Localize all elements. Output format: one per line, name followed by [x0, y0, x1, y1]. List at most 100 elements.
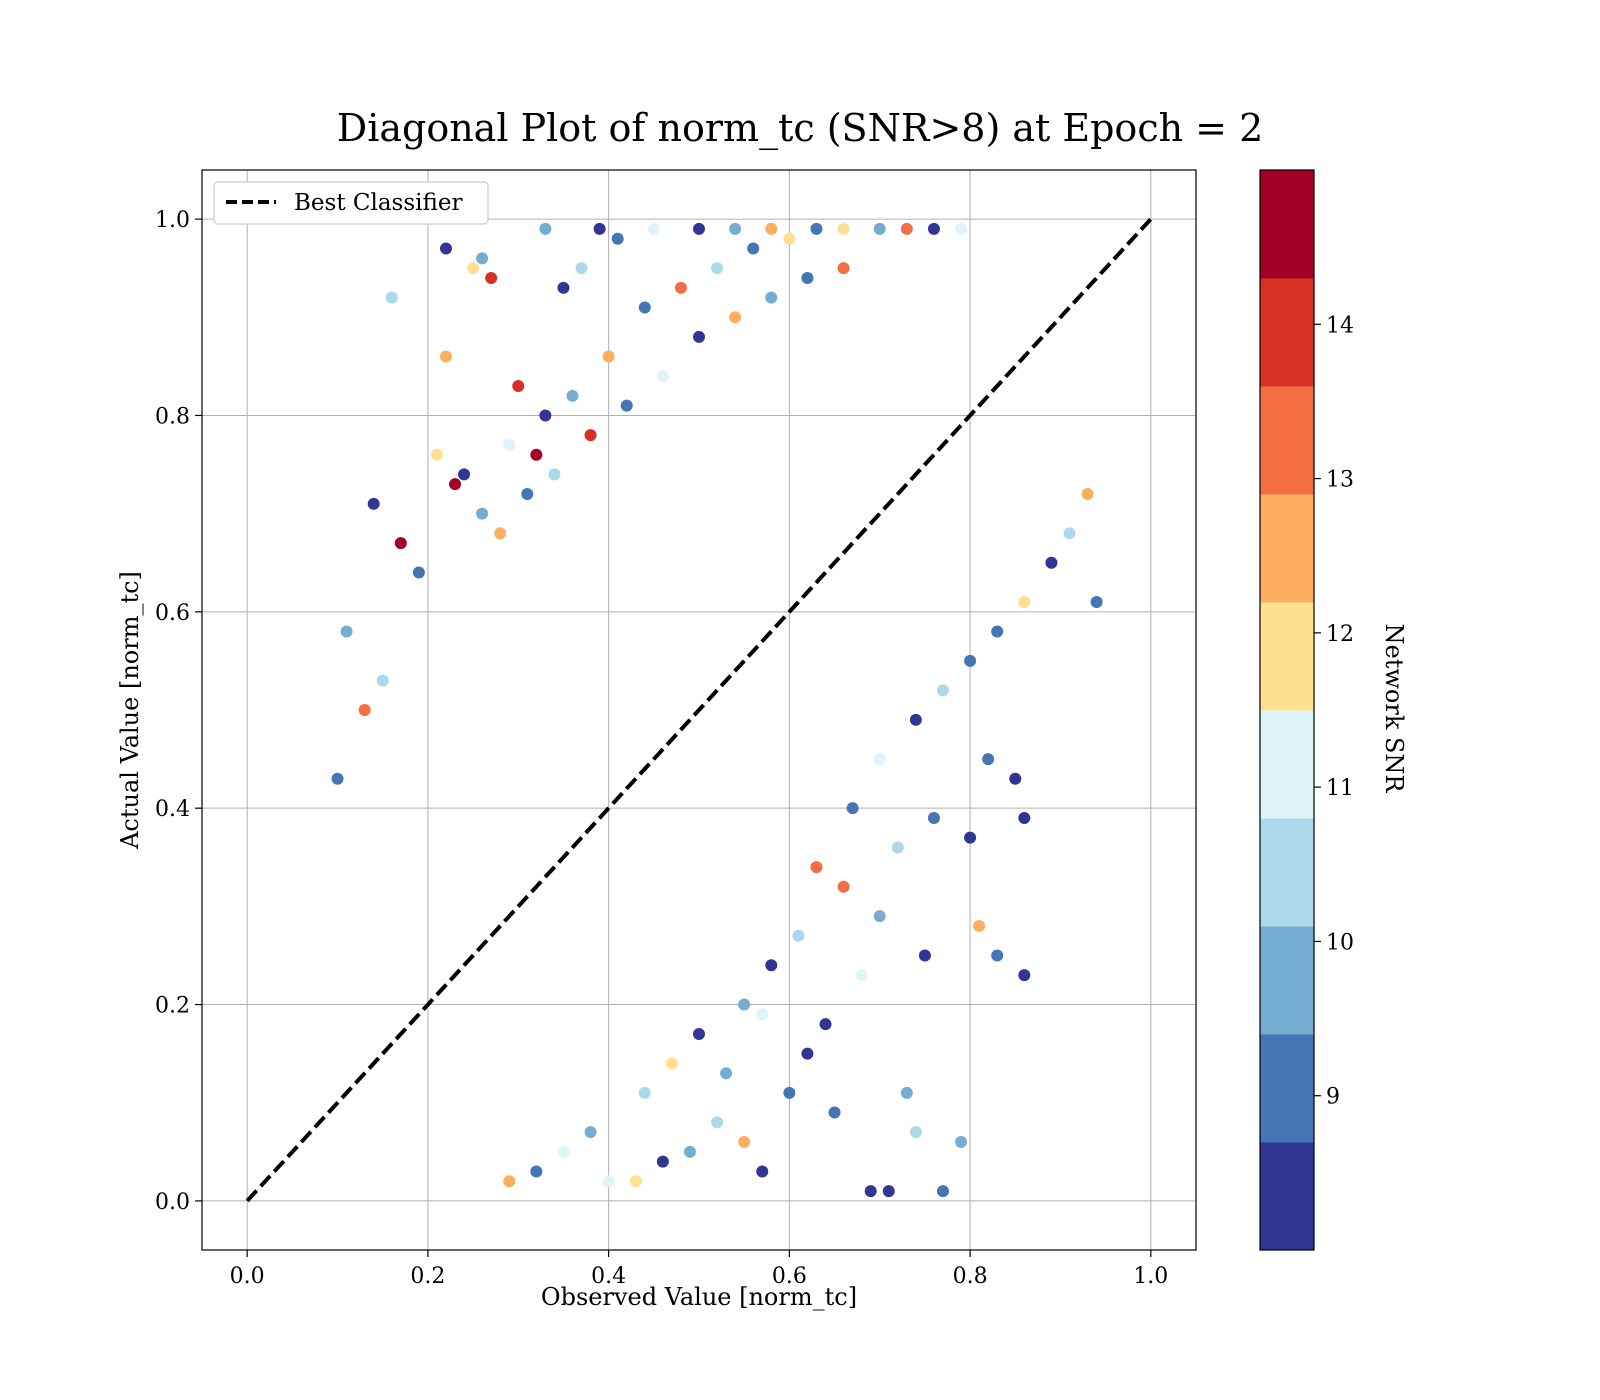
y-tick-label: 0.4 — [155, 797, 190, 822]
y-tick-label: 0.6 — [155, 601, 190, 626]
data-point — [991, 625, 1004, 638]
data-point — [412, 566, 425, 579]
data-point — [873, 910, 886, 923]
data-point — [476, 507, 489, 520]
data-point — [367, 497, 380, 510]
data-point — [927, 222, 940, 235]
data-point — [521, 488, 534, 500]
data-point — [458, 468, 471, 481]
data-point — [720, 1067, 733, 1080]
x-tick-label: 0.8 — [953, 1264, 988, 1289]
data-point — [467, 262, 480, 275]
colorbar-tick-label: 13 — [1326, 468, 1354, 493]
x-axis-ticks: 0.0 0.2 0.4 0.6 0.8 1.0 — [230, 1250, 1168, 1289]
data-point — [584, 429, 597, 442]
data-point — [602, 350, 615, 363]
y-tick-label: 0.2 — [155, 994, 190, 1019]
data-point — [503, 438, 516, 451]
data-point — [991, 949, 1004, 962]
data-point — [494, 527, 507, 540]
data-point — [765, 222, 778, 235]
data-point — [765, 291, 778, 304]
chart-title: Diagonal Plot of norm_tc (SNR>8) at Epoc… — [337, 106, 1264, 151]
data-point — [765, 959, 778, 972]
data-point — [1090, 596, 1103, 608]
data-point — [819, 1018, 832, 1031]
best-classifier-line — [245, 217, 1153, 1203]
data-point — [927, 812, 940, 824]
y-tick-label: 0.0 — [155, 1190, 190, 1215]
data-point — [756, 1165, 769, 1178]
data-point — [1018, 812, 1031, 824]
data-point — [647, 222, 660, 235]
data-point — [358, 704, 371, 716]
data-point — [394, 537, 407, 550]
data-point — [693, 222, 705, 235]
data-point — [485, 272, 498, 284]
data-point — [476, 252, 489, 265]
data-point — [638, 1086, 651, 1099]
y-axis-ticks: 0.0 0.2 0.4 0.6 0.8 1.0 — [155, 208, 202, 1215]
data-point — [801, 272, 814, 284]
data-point — [557, 1145, 570, 1158]
colorbar-tick-label: 10 — [1326, 930, 1354, 955]
data-point — [557, 281, 570, 294]
data-point — [783, 1086, 796, 1099]
data-point — [964, 831, 977, 844]
data-point — [620, 399, 633, 412]
data-point — [973, 920, 986, 932]
x-axis-label: Observed Value [norm_tc] — [541, 1283, 857, 1311]
data-point — [376, 674, 389, 687]
data-point — [503, 1175, 516, 1188]
colorbar-bin — [1260, 1142, 1314, 1251]
data-point — [729, 311, 742, 324]
data-points — [331, 222, 1103, 1198]
colorbar-bin — [1260, 1034, 1314, 1143]
data-point — [430, 448, 443, 461]
data-point — [548, 468, 561, 481]
colorbar-bin — [1260, 494, 1314, 603]
data-point — [882, 1185, 895, 1198]
data-point — [792, 929, 805, 942]
data-point — [1009, 772, 1022, 785]
colorbar — [1259, 169, 1315, 1251]
colorbar-bin — [1260, 278, 1314, 387]
y-axis-label: Actual Value [norm_tc] — [116, 571, 144, 850]
colorbar-bin — [1260, 386, 1314, 495]
data-point — [656, 1155, 669, 1168]
data-point — [331, 772, 344, 785]
best-classifier-dashed-line — [245, 217, 1153, 1203]
data-point — [891, 841, 904, 854]
data-point — [810, 222, 823, 235]
data-point — [909, 1126, 922, 1139]
data-point — [711, 1116, 724, 1129]
colorbar-bin — [1260, 602, 1314, 711]
y-tick-label: 1.0 — [155, 208, 190, 233]
data-point — [828, 1106, 841, 1119]
x-tick-label: 1.0 — [1133, 1264, 1168, 1289]
data-point — [683, 1145, 696, 1158]
data-point — [900, 1086, 913, 1099]
data-point — [837, 262, 850, 275]
data-point — [656, 370, 669, 383]
data-point — [449, 478, 462, 491]
legend-entry-best-classifier: Best Classifier — [294, 190, 462, 216]
data-point — [837, 880, 850, 893]
data-point — [982, 753, 995, 766]
data-point — [837, 222, 850, 235]
data-point — [439, 242, 452, 255]
data-point — [918, 949, 931, 962]
data-point — [611, 232, 624, 245]
data-point — [801, 1047, 814, 1060]
data-point — [873, 753, 886, 766]
data-point — [936, 684, 949, 697]
data-point — [855, 969, 868, 982]
data-point — [864, 1185, 877, 1198]
colorbar-ticks: 9 10 11 12 13 14 — [1314, 313, 1354, 1110]
data-point — [629, 1175, 642, 1188]
data-point — [439, 350, 452, 363]
data-point — [955, 222, 968, 235]
data-point — [747, 242, 760, 255]
x-tick-label: 0.0 — [230, 1264, 265, 1289]
